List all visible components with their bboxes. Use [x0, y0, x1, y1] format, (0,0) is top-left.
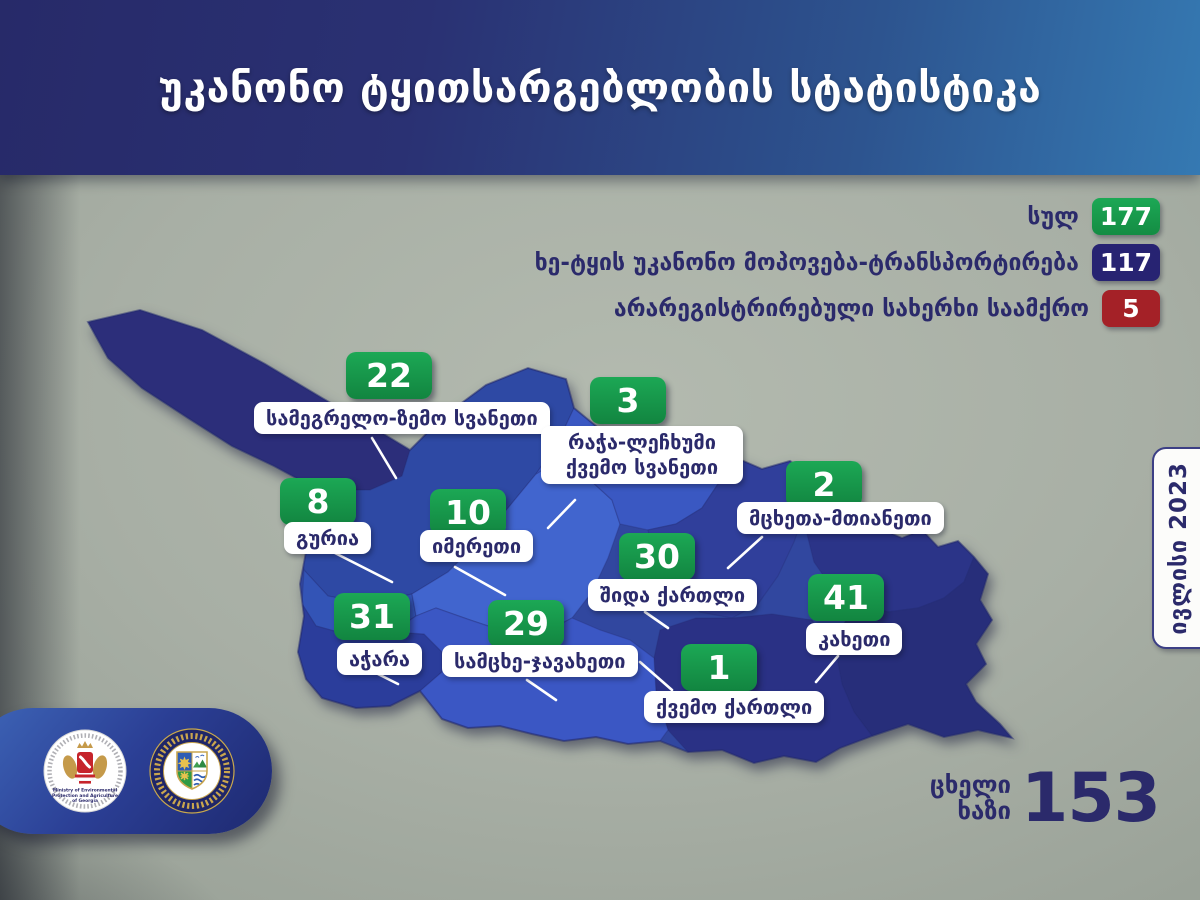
region-label-mtskheta: მცხეთა-მთიანეთი [737, 502, 944, 534]
hotline-label-line2: ხაზი [957, 796, 1012, 825]
seal-caption-line1: Ministry of Environmental [53, 788, 118, 794]
region-label-shida-kartli: შიდა ქართლი [588, 579, 758, 611]
hotline-label-line1: ცხელი [929, 771, 1012, 800]
legend: სულ 177 ხე-ტყის უკანონო მოპოვება-ტრანსპო… [535, 198, 1160, 327]
count-badge-shida-kartli: 30 [619, 533, 695, 580]
count-badge-adjara: 31 [334, 593, 410, 640]
date-badge: ივლისი 2023 [1152, 447, 1200, 649]
region-label-samegrelo: სამეგრელო-ზემო სვანეთი [254, 402, 550, 434]
count-badge-imereti: 10 [430, 489, 506, 536]
region-label-guria: გურია [284, 522, 372, 554]
georgia-map [86, 308, 1015, 765]
region-label-samtskhe: სამცხე-ჯავახეთი [442, 645, 638, 677]
region-label-kvemo-kartli: ქვემო ქართლი [644, 691, 825, 723]
hotline-number: 153 [1021, 759, 1161, 838]
legend-label-total: სულ [1027, 203, 1079, 230]
count-badge-mtskheta: 2 [786, 461, 862, 508]
legend-label-sawmill: არარეგისტრირებული სახერხი საამქრო [613, 295, 1089, 322]
seal-caption-line2: Protection and Agriculture [52, 793, 118, 799]
legend-row-total: სულ 177 [535, 198, 1160, 235]
hotline-label: ცხელი ხაზი [929, 771, 1012, 825]
legend-value-total: 177 [1091, 198, 1160, 235]
count-badge-samegrelo: 22 [346, 352, 432, 399]
header-banner: უკანონო ტყითსარგებლობის სტატისტიკა [0, 0, 1200, 175]
count-badge-racha: 3 [590, 377, 666, 424]
region-label-imereti: იმერეთი [420, 530, 534, 562]
legend-value-sawmill: 5 [1102, 290, 1160, 327]
snowflake-icon [180, 771, 189, 781]
environment-agency-logo [149, 728, 235, 814]
seal-caption-line3: of Georgia [72, 798, 98, 804]
page-title: უკანონო ტყითსარგებლობის სტატისტიკა [158, 63, 1042, 112]
count-badge-samtskhe: 29 [488, 600, 564, 647]
legend-value-logging: 117 [1091, 244, 1160, 281]
region-label-racha-line2: ქვემო სვანეთი [565, 455, 719, 479]
legend-label-logging: ხე-ტყის უკანონო მოპოვება-ტრანსპორტირება [534, 249, 1079, 276]
logo-bar-art: Ministry of Environmental Protection and… [43, 728, 235, 814]
count-badge-guria: 8 [280, 478, 356, 525]
region-label-kakheti: კახეთი [806, 623, 903, 655]
count-badge-kvemo-kartli: 1 [681, 644, 757, 691]
region-label-adjara: აჭარა [337, 643, 423, 675]
legend-row-sawmill: არარეგისტრირებული სახერხი საამქრო 5 [535, 290, 1160, 327]
logo-bar: Ministry of Environmental Protection and… [0, 708, 272, 834]
region-label-racha: რაჭა-ლეჩხუმი ქვემო სვანეთი [541, 426, 743, 484]
region-label-racha-line1: რაჭა-ლეჩხუმი [567, 430, 716, 454]
region-shape-abkhazia [88, 310, 411, 491]
date-badge-label: ივლისი 2023 [1166, 461, 1192, 635]
count-badge-kakheti: 41 [808, 574, 884, 621]
hotline: ცხელი ხაზი 153 [929, 759, 1161, 838]
ministry-seal-logo: Ministry of Environmental Protection and… [43, 729, 127, 813]
legend-row-logging: ხე-ტყის უკანონო მოპოვება-ტრანსპორტირება … [535, 244, 1160, 281]
